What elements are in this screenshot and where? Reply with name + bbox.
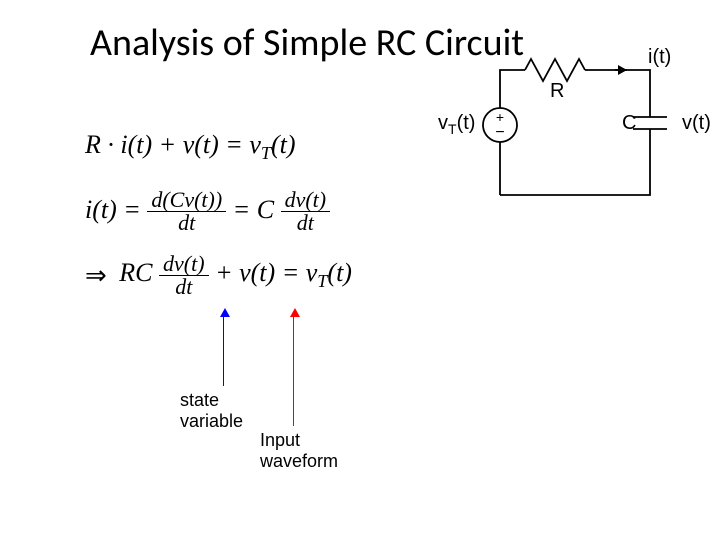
source-plus: +	[496, 109, 504, 125]
source-minus: −	[495, 124, 504, 141]
label-vt: v(t)	[682, 112, 711, 135]
label-vT-sub: T	[448, 121, 457, 137]
equation-1: R · i(t) + v(t) = vT(t)	[85, 120, 352, 171]
label-it: i(t)	[648, 46, 671, 69]
current-arrow-icon	[618, 65, 627, 75]
eq2-frac2: dv(t) dt	[281, 189, 331, 234]
implies-icon: ⇒	[85, 251, 107, 300]
eq3-mid: + v(t) = v	[215, 258, 317, 287]
label-vT-prefix: v	[438, 112, 448, 134]
eq2-lhs: i(t) =	[85, 195, 147, 224]
eq3-frac-num: dv(t)	[159, 253, 209, 275]
label-vT-suffix: (t)	[457, 112, 476, 134]
eq2-frac1-num: d(Cv(t))	[147, 189, 226, 211]
eq3-frac: dv(t) dt	[159, 253, 209, 298]
eq2-frac1: d(Cv(t)) dt	[147, 189, 226, 234]
label-R: R	[550, 80, 564, 103]
eq3-frac-den: dt	[159, 275, 209, 298]
eq2-frac2-den: dt	[281, 211, 331, 234]
eq3-lhs: RC	[119, 258, 159, 287]
annotation-state-variable: state variable	[180, 390, 243, 432]
eq2-mid: = C	[233, 195, 281, 224]
equation-2: i(t) = d(Cv(t)) dt = C dv(t) dt	[85, 185, 352, 235]
resistor-icon	[525, 59, 585, 81]
eq2-frac1-den: dt	[147, 211, 226, 234]
rc-circuit-diagram: + −	[455, 45, 695, 235]
eq1-sub: T	[261, 143, 271, 163]
eq3-rhs: (t)	[327, 258, 352, 287]
arrow-input-waveform	[293, 316, 294, 426]
eq3-sub: T	[317, 271, 327, 291]
eq1-lhs: R · i(t) + v(t) = v	[85, 130, 261, 159]
equation-3: ⇒ RC dv(t) dt + v(t) = vT(t)	[85, 248, 352, 300]
arrow-state-variable	[223, 316, 224, 386]
eq2-frac2-num: dv(t)	[281, 189, 331, 211]
eq1-rhs: (t)	[271, 130, 296, 159]
equations-block: R · i(t) + v(t) = vT(t) i(t) = d(Cv(t)) …	[85, 120, 352, 314]
label-C: C	[622, 112, 636, 135]
annotation-input-waveform: Input waveform	[260, 430, 338, 472]
label-vT: vT(t)	[438, 112, 475, 137]
